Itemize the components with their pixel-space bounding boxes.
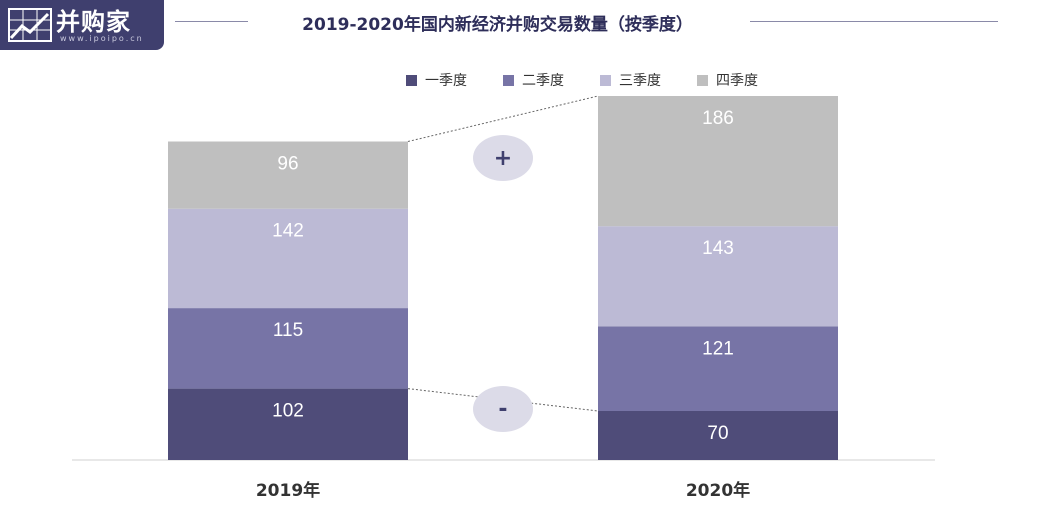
legend-label: 四季度: [716, 73, 758, 89]
data-label: 186: [702, 108, 734, 129]
bar-segment: [168, 208, 408, 309]
connector-line-top: [407, 95, 599, 142]
legend-swatch: [697, 74, 708, 86]
annotation-sign: -: [498, 397, 507, 422]
x-tick-label: 2020年: [686, 480, 750, 501]
legend-swatch: [503, 74, 514, 86]
legend-label: 三季度: [619, 73, 661, 89]
title-rule-left: [175, 21, 248, 22]
bar-segment: [598, 411, 838, 460]
logo: 并购家 www.ipoipo.cn: [0, 0, 164, 50]
bar-segment: [168, 141, 408, 209]
annotation-bubble: [473, 386, 533, 432]
logo-chart-icon: [8, 8, 52, 42]
data-label: 142: [272, 221, 304, 242]
x-tick-label: 2019年: [256, 480, 320, 501]
annotation-sign: +: [494, 146, 512, 171]
logo-text: 并购家: [56, 8, 131, 36]
data-label: 143: [702, 238, 734, 259]
chart-title: 2019-2020年国内新经济并购交易数量（按季度）: [302, 15, 693, 35]
legend-item: 二季度: [503, 70, 564, 90]
data-label: 102: [272, 401, 304, 422]
bar-segment: [168, 308, 408, 389]
data-label: 70: [707, 423, 728, 444]
legend-item: 四季度: [697, 70, 758, 90]
legend-item: 一季度: [406, 70, 467, 90]
legend: 一季度 二季度 三季度 四季度: [406, 70, 758, 90]
bar-segment: [598, 326, 838, 411]
legend-item: 三季度: [600, 70, 661, 90]
annotation-bubble: [473, 135, 533, 181]
title-rule-right: [750, 21, 998, 22]
legend-label: 二季度: [522, 73, 564, 89]
bar-segment: [598, 226, 838, 327]
data-label: 96: [277, 154, 298, 175]
logo-url: www.ipoipo.cn: [60, 34, 144, 43]
data-label: 121: [702, 338, 734, 359]
bar-segment: [598, 96, 838, 227]
legend-swatch: [600, 74, 611, 86]
legend-swatch: [406, 74, 417, 86]
legend-label: 一季度: [425, 73, 467, 89]
bar-segment: [168, 388, 408, 460]
data-label: 115: [273, 320, 303, 341]
